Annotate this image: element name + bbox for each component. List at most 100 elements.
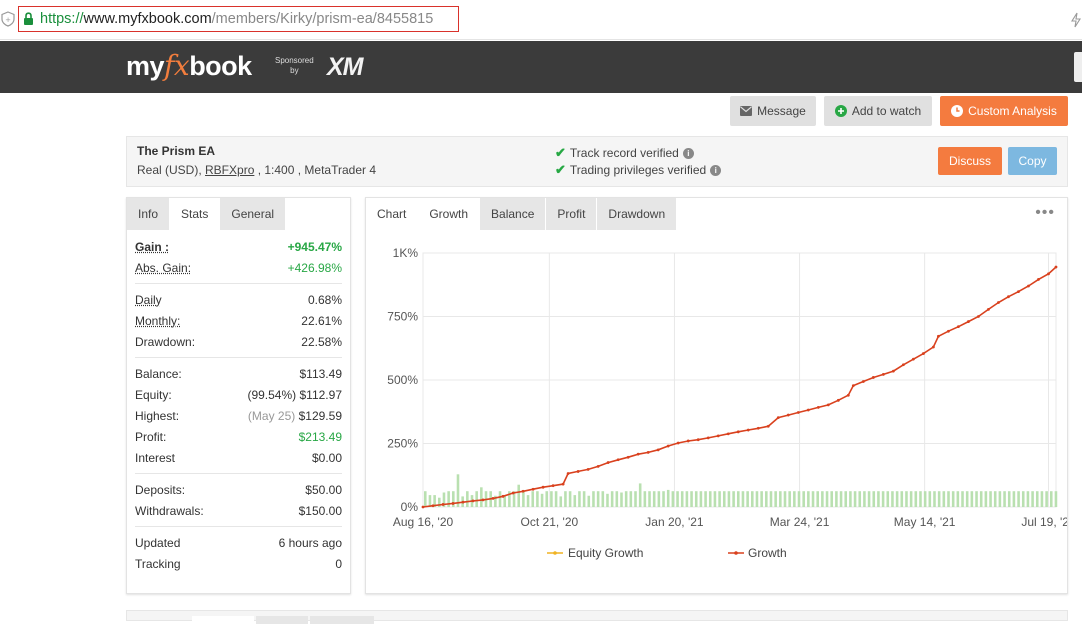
growth-point xyxy=(482,498,485,501)
volume-bar xyxy=(938,491,941,507)
svg-text:+: + xyxy=(5,16,11,24)
add-to-watch-button[interactable]: Add to watch xyxy=(824,96,932,126)
system-name: The Prism EA xyxy=(137,144,215,158)
volume-bar xyxy=(644,491,647,507)
tab-growth[interactable]: Growth xyxy=(418,198,480,230)
chart-panel: Chart Growth Balance Profit Drawdown •••… xyxy=(365,197,1068,594)
volume-bar xyxy=(957,491,960,507)
broker-link[interactable]: RBFXpro xyxy=(205,163,254,177)
url-field[interactable]: https://www.myfxbook.com/members/Kirky/p… xyxy=(18,6,459,32)
growth-point xyxy=(617,458,620,461)
volume-bar xyxy=(961,491,964,507)
bottom-tab[interactable] xyxy=(256,616,308,624)
volume-bar xyxy=(499,491,502,507)
volume-bar xyxy=(541,494,544,507)
growth-point xyxy=(947,330,950,333)
daily-label[interactable]: Daily xyxy=(135,293,162,307)
growth-point xyxy=(562,483,565,486)
growth-point xyxy=(787,414,790,417)
y-tick-label: 250% xyxy=(387,437,418,451)
volume-bar xyxy=(863,491,866,507)
volume-bar xyxy=(910,491,913,507)
myfxbook-logo[interactable]: myfxbook xyxy=(126,49,252,82)
trading-privileges-verified: ✔ Trading privileges verified i xyxy=(555,162,721,178)
volume-bar xyxy=(606,494,609,507)
volume-bar xyxy=(573,495,576,507)
volume-bar xyxy=(858,491,861,507)
copy-button[interactable]: Copy xyxy=(1008,147,1057,175)
plus-circle-icon xyxy=(835,105,847,117)
growth-point xyxy=(577,470,580,473)
volume-bar xyxy=(985,491,988,507)
highest-label: Highest: xyxy=(135,409,179,423)
volume-bar xyxy=(943,491,946,507)
volume-bar xyxy=(798,491,801,507)
bottom-tab[interactable] xyxy=(192,616,254,624)
growth-point xyxy=(607,461,610,464)
volume-bar xyxy=(1022,491,1025,507)
volume-bar xyxy=(877,491,880,507)
growth-point xyxy=(502,495,505,498)
growth-point xyxy=(597,465,600,468)
tab-balance[interactable]: Balance xyxy=(480,198,546,230)
stat-tracking: Tracking 0 xyxy=(135,553,342,574)
tab-general[interactable]: General xyxy=(220,198,286,230)
growth-point xyxy=(757,427,760,430)
volume-bar xyxy=(896,491,899,507)
volume-bar xyxy=(630,491,633,507)
custom-analysis-button[interactable]: Custom Analysis xyxy=(940,96,1068,126)
divider xyxy=(135,526,342,527)
shield-icon[interactable]: + xyxy=(1,11,15,27)
tab-info[interactable]: Info xyxy=(127,198,170,230)
volume-bar xyxy=(807,491,810,507)
more-options-icon[interactable]: ••• xyxy=(1035,204,1055,222)
growth-point xyxy=(697,438,700,441)
info-icon[interactable]: i xyxy=(683,148,694,159)
tab-chart[interactable]: Chart xyxy=(366,198,418,230)
stat-monthly: Monthly: 22.61% xyxy=(135,310,342,331)
growth-point xyxy=(567,472,570,475)
header-right-control[interactable] xyxy=(1074,52,1082,82)
xm-logo[interactable]: XM xyxy=(327,53,363,82)
volume-bar xyxy=(536,491,539,507)
info-icon[interactable]: i xyxy=(710,165,721,176)
volume-bar xyxy=(424,491,427,507)
discuss-button[interactable]: Discuss xyxy=(938,147,1002,175)
volume-bar xyxy=(971,491,974,507)
volume-bar xyxy=(667,490,670,507)
url-domain: www.myfxbook.com xyxy=(84,11,212,27)
add-to-watch-label: Add to watch xyxy=(852,104,921,118)
bottom-tab[interactable] xyxy=(310,616,374,624)
x-tick-label: Oct 21, '20 xyxy=(521,515,579,529)
lightning-icon[interactable] xyxy=(1070,12,1082,28)
clock-icon xyxy=(951,105,963,117)
abs-gain-label[interactable]: Abs. Gain: xyxy=(135,261,191,275)
volume-bar xyxy=(662,491,665,507)
volume-bar xyxy=(723,491,726,507)
volume-bar xyxy=(933,491,936,507)
withdrawals-label: Withdrawals: xyxy=(135,504,204,518)
growth-point xyxy=(552,484,555,487)
volume-bar xyxy=(569,491,572,507)
volume-bar xyxy=(704,491,707,507)
check-icon: ✔ xyxy=(555,145,566,161)
message-button[interactable]: Message xyxy=(730,96,816,126)
volume-bar xyxy=(882,491,885,507)
volume-bar xyxy=(531,491,534,507)
tab-drawdown[interactable]: Drawdown xyxy=(597,198,677,230)
volume-bar xyxy=(672,491,675,507)
volume-bar xyxy=(620,493,623,508)
interest-value: $0.00 xyxy=(312,451,342,465)
chart-tabs: Chart Growth Balance Profit Drawdown xyxy=(366,198,677,230)
y-tick-label: 1K% xyxy=(393,246,419,260)
volume-bar xyxy=(999,491,1002,507)
monthly-label[interactable]: Monthly: xyxy=(135,314,180,328)
gain-value: +945.47% xyxy=(288,240,342,254)
profit-value: $213.49 xyxy=(299,430,342,444)
gain-label[interactable]: Gain : xyxy=(135,240,169,254)
growth-point xyxy=(937,335,940,338)
tab-profit[interactable]: Profit xyxy=(546,198,597,230)
growth-point xyxy=(532,488,535,491)
meta-suffix: , 1:400 , MetaTrader 4 xyxy=(254,163,376,177)
tab-stats[interactable]: Stats xyxy=(170,198,220,230)
